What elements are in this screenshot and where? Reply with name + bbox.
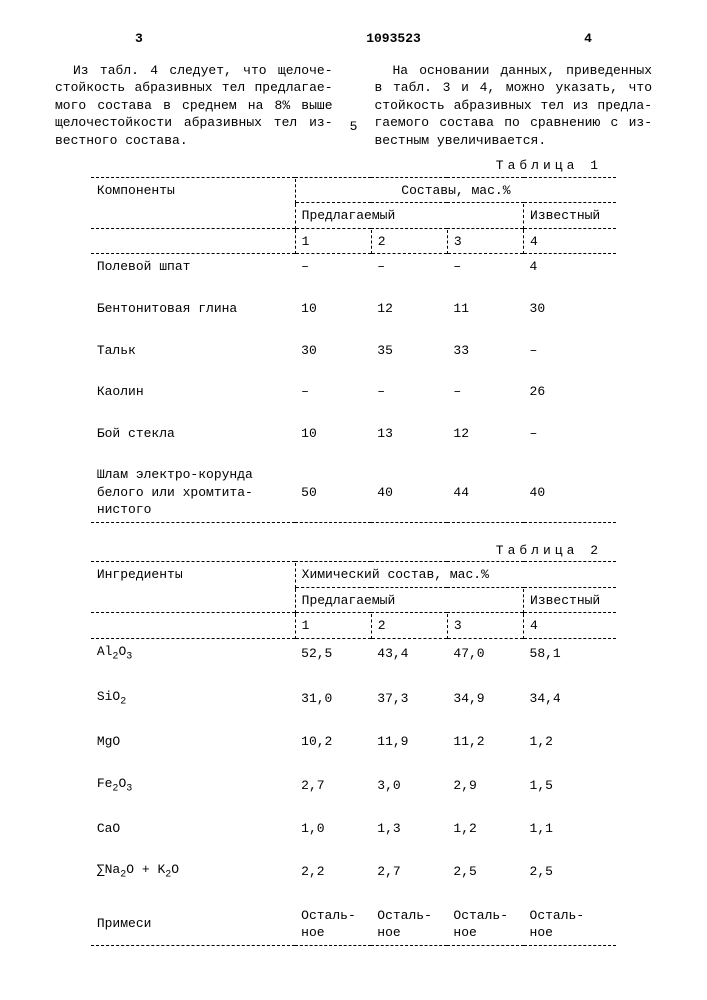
cell-value: 2,5: [447, 858, 523, 885]
t2-head-known: Известный: [524, 589, 617, 613]
cell-value: 3,0: [371, 772, 447, 799]
cell-value: –: [524, 339, 617, 363]
cell-value: 2,2: [295, 858, 371, 885]
row-name: Бентонитовая глина: [91, 297, 295, 321]
cell-value: Осталь-ное: [295, 904, 371, 946]
cell-value: 50: [295, 463, 371, 522]
cell-value: 2,7: [295, 772, 371, 799]
t2-col-2: 2: [371, 614, 447, 638]
cell-value: 35: [371, 339, 447, 363]
cell-value: 2,7: [371, 858, 447, 885]
row-name: Fe2O3: [91, 772, 295, 799]
t1-col-2: 2: [371, 230, 447, 254]
left-column: Из табл. 4 следует, что щелоче-стойкость…: [55, 62, 333, 150]
table-1: Компоненты Составы, мас.% Предлагаемый И…: [91, 177, 616, 524]
body-text: Из табл. 4 следует, что щелоче-стойкость…: [55, 62, 652, 150]
cell-value: 52,5: [295, 640, 371, 667]
t1-col-3: 3: [447, 230, 523, 254]
t1-col-4: 4: [524, 230, 617, 254]
cell-value: 1,2: [447, 817, 523, 841]
cell-value: 13: [371, 422, 447, 446]
table2-caption: Таблица 2: [55, 542, 602, 560]
t2-head-chem: Химический состав, мас.%: [295, 563, 616, 587]
cell-value: 10: [295, 422, 371, 446]
cell-value: 12: [371, 297, 447, 321]
row-name: Тальк: [91, 339, 295, 363]
cell-value: 37,3: [371, 685, 447, 712]
cell-value: 1,5: [524, 772, 617, 799]
row-name: Шлам электро-корунда белого или хромтита…: [91, 463, 295, 522]
cell-value: 33: [447, 339, 523, 363]
t1-col-1: 1: [295, 230, 371, 254]
t1-head-proposed: Предлагаемый: [295, 204, 523, 228]
cell-value: 34,9: [447, 685, 523, 712]
cell-value: 11: [447, 297, 523, 321]
cell-value: 12: [447, 422, 523, 446]
row-name: Бой стекла: [91, 422, 295, 446]
row-name: Каолин: [91, 380, 295, 404]
cell-value: 31,0: [295, 685, 371, 712]
page-header: 3 1093523 4: [55, 30, 652, 48]
row-name: SiO2: [91, 685, 295, 712]
cell-value: Осталь-ное: [371, 904, 447, 946]
cell-value: –: [295, 255, 371, 279]
cell-value: 11,2: [447, 730, 523, 754]
cell-value: 4: [524, 255, 617, 279]
t2-head-proposed: Предлагаемый: [295, 589, 523, 613]
cell-value: 30: [295, 339, 371, 363]
cell-value: –: [295, 380, 371, 404]
right-column: На основании данных, приведенных в табл.…: [375, 62, 653, 150]
cell-value: 2,5: [524, 858, 617, 885]
t1-head-known: Известный: [524, 204, 617, 228]
cell-value: 47,0: [447, 640, 523, 667]
cell-value: 1,3: [371, 817, 447, 841]
table1-caption: Таблица 1: [55, 157, 602, 175]
page-number-right: 4: [584, 30, 592, 48]
cell-value: –: [371, 380, 447, 404]
line-number-5: 5: [349, 62, 359, 150]
cell-value: 43,4: [371, 640, 447, 667]
cell-value: –: [371, 255, 447, 279]
t1-head-compositions: Составы, мас.%: [295, 179, 616, 203]
row-name: MgO: [91, 730, 295, 754]
t1-head-components: Компоненты: [91, 179, 295, 229]
cell-value: 30: [524, 297, 617, 321]
row-name: CaO: [91, 817, 295, 841]
t2-col-1: 1: [295, 614, 371, 638]
page-number-left: 3: [135, 30, 143, 48]
t2-head-ingredients: Ингредиенты: [91, 563, 295, 613]
row-name: ∑Na2O + K2O: [91, 858, 295, 885]
cell-value: 58,1: [524, 640, 617, 667]
cell-value: 44: [447, 463, 523, 522]
paragraph-right: На основании данных, приведенных в табл.…: [375, 62, 653, 150]
cell-value: 40: [524, 463, 617, 522]
cell-value: –: [524, 422, 617, 446]
row-name: Полевой шпат: [91, 255, 295, 279]
cell-value: Осталь-ное: [447, 904, 523, 946]
t2-col-3: 3: [447, 614, 523, 638]
cell-value: –: [447, 255, 523, 279]
cell-value: –: [447, 380, 523, 404]
paragraph-left: Из табл. 4 следует, что щелоче-стойкость…: [55, 62, 333, 150]
cell-value: 10: [295, 297, 371, 321]
cell-value: 1,1: [524, 817, 617, 841]
cell-value: 11,9: [371, 730, 447, 754]
cell-value: 34,4: [524, 685, 617, 712]
patent-number: 1093523: [366, 30, 421, 48]
cell-value: 26: [524, 380, 617, 404]
row-name: Примеси: [91, 904, 295, 946]
cell-value: 2,9: [447, 772, 523, 799]
cell-value: Осталь-ное: [524, 904, 617, 946]
cell-value: 1,0: [295, 817, 371, 841]
cell-value: 10,2: [295, 730, 371, 754]
cell-value: 40: [371, 463, 447, 522]
t2-col-4: 4: [524, 614, 617, 638]
cell-value: 1,2: [524, 730, 617, 754]
table-2: Ингредиенты Химический состав, мас.% Пре…: [91, 561, 616, 946]
row-name: Al2O3: [91, 640, 295, 667]
